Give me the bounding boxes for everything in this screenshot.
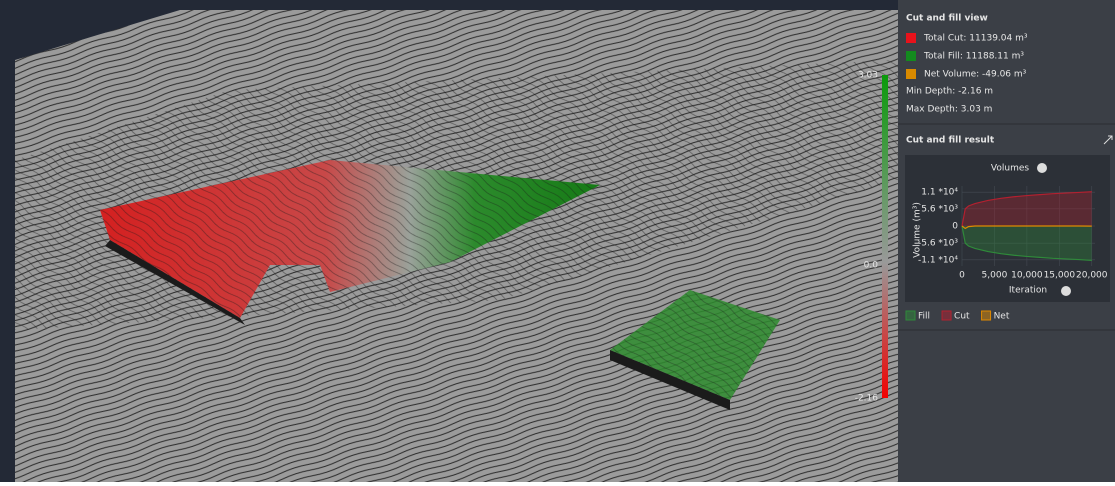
y-tick-label: 1.1 *10⁴ bbox=[921, 188, 958, 198]
x-tick-label: 10,000 bbox=[1011, 271, 1043, 281]
line bbox=[961, 225, 1092, 230]
view-title: Cut and fill view bbox=[906, 14, 988, 24]
legend-label: Net bbox=[994, 312, 1010, 322]
swatch bbox=[906, 51, 916, 61]
swatch bbox=[906, 33, 916, 43]
chart-title: Volumes bbox=[991, 164, 1029, 174]
viewport[interactable]: 3.03 0.0 -2.16 bbox=[0, 0, 898, 482]
fill-pad-contours bbox=[610, 290, 780, 400]
min-depth: Min Depth: -2.16 m bbox=[906, 87, 993, 97]
max-depth: Max Depth: 3.03 m bbox=[906, 105, 992, 115]
stat: Net Volume: -49.06 m³ bbox=[924, 70, 1027, 80]
stat: Total Cut: 11139.04 m³ bbox=[923, 34, 1028, 44]
colorbar-min: -2.16 bbox=[855, 394, 879, 404]
area bbox=[962, 191, 1092, 226]
x-tick-label: 15,000 bbox=[1044, 271, 1076, 281]
colorbar-max: 3.03 bbox=[858, 71, 878, 81]
line bbox=[961, 225, 1092, 262]
side-panel: Cut and fill view Min Depth: -2.16 m Max… bbox=[898, 0, 1115, 482]
info-icon[interactable] bbox=[1061, 286, 1071, 296]
legend-swatch bbox=[905, 310, 916, 321]
result-title: Cut and fill result bbox=[906, 136, 995, 146]
info-icon[interactable] bbox=[1037, 163, 1047, 173]
x-tick-label: 5,000 bbox=[982, 271, 1008, 281]
chart-box bbox=[905, 155, 1110, 302]
x-tick-label: 20,000 bbox=[1076, 271, 1108, 281]
pad-wall bbox=[105, 240, 245, 325]
fill-pad-wall bbox=[610, 350, 730, 410]
legend-label: Cut bbox=[954, 312, 970, 322]
legend-swatch bbox=[941, 310, 952, 321]
y-tick-label: -5.6 *10³ bbox=[918, 239, 958, 249]
y-tick-label: -1.1 *10⁴ bbox=[918, 255, 958, 265]
stat: Total Fill: 11188.11 m³ bbox=[923, 52, 1024, 62]
pad-contours bbox=[100, 160, 600, 318]
area bbox=[962, 226, 1092, 261]
expand-icon[interactable] bbox=[1103, 135, 1113, 145]
x-tick-label: 0 bbox=[959, 271, 965, 281]
colorbar bbox=[882, 75, 888, 398]
swatch bbox=[906, 69, 916, 79]
y-axis-label: Volume (m³) bbox=[913, 202, 923, 258]
legend-swatch bbox=[981, 310, 992, 321]
x-axis-label: Iteration bbox=[1009, 286, 1047, 296]
y-tick-label: 0 bbox=[952, 222, 958, 232]
legend-label: Fill bbox=[918, 312, 930, 322]
y-tick-label: 5.6 *10³ bbox=[921, 204, 958, 214]
colorbar-mid: 0.0 bbox=[864, 261, 879, 271]
line bbox=[961, 191, 1092, 227]
